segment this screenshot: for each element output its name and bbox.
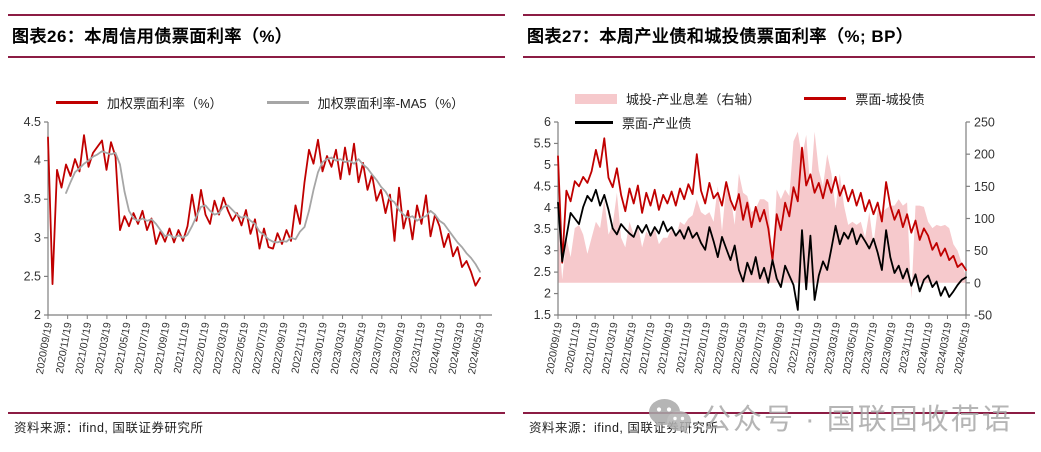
svg-text:2022/09/19: 2022/09/19 <box>767 321 788 375</box>
svg-text:2024/01/19: 2024/01/19 <box>915 321 936 375</box>
svg-text:2021/09/19: 2021/09/19 <box>152 321 173 375</box>
svg-text:2020/09/19: 2020/09/19 <box>34 321 55 375</box>
svg-text:200: 200 <box>974 148 995 162</box>
right-chart-legend-row2: 票面-产业债 <box>575 113 691 132</box>
svg-text:2023/05/19: 2023/05/19 <box>348 321 369 375</box>
svg-text:-50: -50 <box>974 309 992 323</box>
svg-text:1.5: 1.5 <box>534 308 551 322</box>
svg-text:2021/01/19: 2021/01/19 <box>73 321 94 375</box>
right-chart-panel: 图表27：本周产业债和城投债票面利率（%; BP） 城投-产业息差（右轴） 票面… <box>523 0 1035 452</box>
svg-text:2: 2 <box>544 287 551 301</box>
right-chart-legend-row1: 城投-产业息差（右轴） 票面-城投债 <box>575 89 925 108</box>
left-chart-title: 图表26：本周信用债票面利率（%） <box>12 27 293 46</box>
svg-text:2021/07/19: 2021/07/19 <box>637 321 658 375</box>
svg-text:2022/07/19: 2022/07/19 <box>748 321 769 375</box>
svg-text:100: 100 <box>974 212 995 226</box>
svg-text:3: 3 <box>34 231 41 245</box>
svg-text:2024/03/19: 2024/03/19 <box>446 321 467 375</box>
watermark-text: 公众号 · 国联固收荷语 <box>702 404 1013 436</box>
svg-text:2021/03/19: 2021/03/19 <box>600 321 621 375</box>
svg-text:2: 2 <box>34 308 41 322</box>
legend-label-weighted-coupon-ma5: 加权票面利率-MA5（%） <box>317 96 465 111</box>
svg-text:4.5: 4.5 <box>24 115 41 129</box>
svg-text:2022/01/19: 2022/01/19 <box>191 321 212 375</box>
svg-text:2022/07/19: 2022/07/19 <box>250 321 271 375</box>
svg-text:3.5: 3.5 <box>24 192 41 206</box>
svg-text:2021/11/19: 2021/11/19 <box>674 321 695 374</box>
svg-text:2.5: 2.5 <box>534 265 551 279</box>
svg-text:2021/01/19: 2021/01/19 <box>581 321 602 375</box>
svg-text:2023/07/19: 2023/07/19 <box>368 321 389 375</box>
svg-text:2.5: 2.5 <box>24 269 41 283</box>
svg-text:2022/05/19: 2022/05/19 <box>230 321 251 375</box>
bottom-divider <box>8 412 505 414</box>
pink-area-swatch <box>575 93 617 104</box>
left-source-note: 资料来源：ifind, 国联证券研究所 <box>14 421 204 435</box>
industrial-chengtou-coupon-chart: 1.5 2 2.5 3 3.5 4 4.5 5 5.5 6 -50 0 50 100 150 200 250 20… <box>534 115 995 375</box>
svg-text:2022/01/19: 2022/01/19 <box>692 321 713 375</box>
svg-text:2021/09/19: 2021/09/19 <box>655 321 676 375</box>
title-divider <box>8 56 505 58</box>
right-chart-title: 图表27：本周产业债和城投债票面利率（%; BP） <box>527 27 914 46</box>
svg-text:2020/11/19: 2020/11/19 <box>54 321 75 374</box>
svg-text:4: 4 <box>544 201 551 215</box>
svg-text:2023/01/19: 2023/01/19 <box>309 321 330 375</box>
svg-text:50: 50 <box>974 244 988 258</box>
svg-text:2023/03/19: 2023/03/19 <box>329 321 350 375</box>
wechat-icon <box>649 399 691 434</box>
legend-label-weighted-coupon: 加权票面利率（%） <box>107 96 223 111</box>
credit-bond-coupon-chart: 2 2.5 3 3.5 4 4.5 2020/09/192020/11/192021/01/… <box>24 115 492 375</box>
svg-text:2022/05/19: 2022/05/19 <box>729 321 750 375</box>
left-chart-panel: 图表26：本周信用债票面利率（%） 加权票面利率（%） 加权票面利率-MA5（%… <box>8 0 505 452</box>
svg-text:2020/09/19: 2020/09/19 <box>544 321 565 375</box>
black-line-swatch <box>575 121 613 124</box>
svg-text:2024/05/19: 2024/05/19 <box>466 321 487 375</box>
svg-text:3: 3 <box>544 244 551 258</box>
svg-text:2024/03/19: 2024/03/19 <box>933 321 954 375</box>
svg-text:2021/07/19: 2021/07/19 <box>132 321 153 375</box>
svg-text:2023/01/19: 2023/01/19 <box>804 321 825 375</box>
svg-text:2022/11/19: 2022/11/19 <box>785 321 806 374</box>
left-chart-legend: 加权票面利率（%） 加权票面利率-MA5（%） <box>56 93 464 112</box>
svg-text:6: 6 <box>544 115 551 129</box>
svg-text:0: 0 <box>974 276 981 290</box>
svg-text:2023/09/19: 2023/09/19 <box>878 321 899 375</box>
svg-text:3.5: 3.5 <box>534 222 551 236</box>
svg-text:2022/03/19: 2022/03/19 <box>711 321 732 375</box>
svg-text:2024/01/19: 2024/01/19 <box>427 321 448 375</box>
wechat-watermark: 公众号 · 国联固收荷语 <box>648 393 1041 441</box>
title-divider <box>523 56 1035 58</box>
svg-text:2023/03/19: 2023/03/19 <box>822 321 843 375</box>
legend-label-spread: 城投-产业息差（右轴） <box>626 92 761 107</box>
bottom-divider <box>523 412 1035 414</box>
svg-text:2021/05/19: 2021/05/19 <box>113 321 134 375</box>
svg-text:2020/11/19: 2020/11/19 <box>563 321 584 374</box>
legend-label-chengtou: 票面-城投债 <box>855 92 925 107</box>
svg-text:2022/11/19: 2022/11/19 <box>289 321 310 374</box>
legend-label-chanye: 票面-产业债 <box>622 116 692 131</box>
svg-text:2022/09/19: 2022/09/19 <box>270 321 291 375</box>
red-line-swatch <box>804 97 847 100</box>
svg-text:5: 5 <box>544 158 551 172</box>
svg-text:2023/05/19: 2023/05/19 <box>841 321 862 375</box>
svg-text:2021/05/19: 2021/05/19 <box>618 321 639 375</box>
red-line-swatch <box>56 101 98 104</box>
svg-text:2024/05/19: 2024/05/19 <box>952 321 973 375</box>
svg-text:4.5: 4.5 <box>534 179 551 193</box>
svg-text:150: 150 <box>974 180 995 194</box>
svg-text:250: 250 <box>974 116 995 130</box>
svg-text:5.5: 5.5 <box>534 136 551 150</box>
svg-text:2023/07/19: 2023/07/19 <box>859 321 880 375</box>
svg-text:4: 4 <box>34 154 41 168</box>
svg-text:2021/03/19: 2021/03/19 <box>93 321 114 375</box>
svg-text:2023/11/19: 2023/11/19 <box>407 321 428 374</box>
svg-text:2022/03/19: 2022/03/19 <box>211 321 232 375</box>
top-divider <box>8 14 505 16</box>
gray-line-swatch <box>266 101 309 104</box>
svg-text:2023/09/19: 2023/09/19 <box>387 321 408 375</box>
svg-text:2023/11/19: 2023/11/19 <box>897 321 918 374</box>
top-divider <box>523 14 1035 16</box>
svg-text:2021/11/19: 2021/11/19 <box>172 321 193 374</box>
